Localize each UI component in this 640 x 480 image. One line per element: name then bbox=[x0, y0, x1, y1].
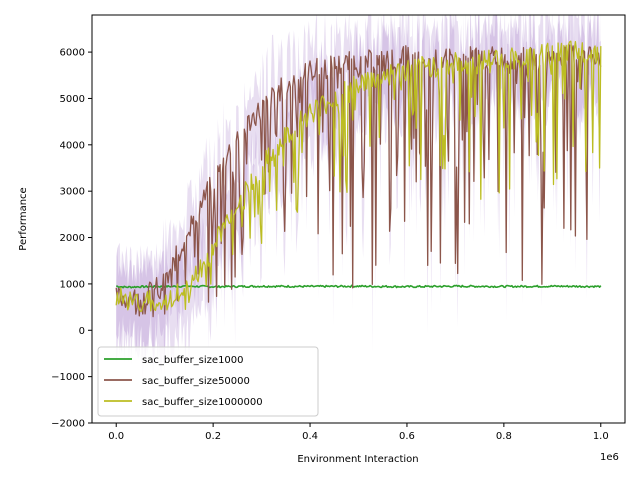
y-tick-label: 6000 bbox=[60, 48, 85, 59]
x-axis: 0.0 0.2 0.4 0.6 0.8 1.0 bbox=[108, 423, 609, 442]
legend-label: sac_buffer_size50000 bbox=[142, 376, 250, 387]
y-tick-label: −2000 bbox=[51, 419, 85, 430]
y-axis: −2000 −1000 0 1000 2000 3000 4000 5000 6000 bbox=[51, 48, 92, 430]
y-tick-label: 3000 bbox=[60, 187, 85, 198]
x-tick-label: 1.0 bbox=[593, 431, 609, 442]
x-axis-label: Environment Interaction bbox=[297, 454, 418, 465]
x-tick-label: 0.8 bbox=[496, 431, 512, 442]
y-tick-label: 2000 bbox=[60, 233, 85, 244]
y-tick-label: 4000 bbox=[60, 140, 85, 151]
x-tick-label: 0.2 bbox=[205, 431, 221, 442]
legend-label: sac_buffer_size1000000 bbox=[142, 397, 263, 408]
y-tick-label: −1000 bbox=[51, 372, 85, 383]
x-tick-label: 0.4 bbox=[302, 431, 318, 442]
series-layer bbox=[115, 40, 602, 318]
series-line-sac_buffer_size1000000 bbox=[115, 40, 602, 312]
x-tick-label: 0.0 bbox=[108, 431, 124, 442]
legend: sac_buffer_size1000 sac_buffer_size50000s… bbox=[97, 346, 319, 417]
y-tick-label: 5000 bbox=[60, 94, 85, 105]
y-axis-label: Performance bbox=[18, 187, 29, 250]
x-offset-label: 1e6 bbox=[600, 452, 619, 463]
y-tick-label: 1000 bbox=[60, 279, 85, 290]
y-tick-label: 0 bbox=[79, 326, 85, 337]
x-tick-label: 0.6 bbox=[399, 431, 415, 442]
series-line-sac_buffer_size1000 bbox=[116, 284, 602, 289]
plot-frame bbox=[91, 14, 626, 424]
legend-frame bbox=[97, 346, 319, 417]
legend-label: sac_buffer_size1000 bbox=[142, 355, 244, 366]
